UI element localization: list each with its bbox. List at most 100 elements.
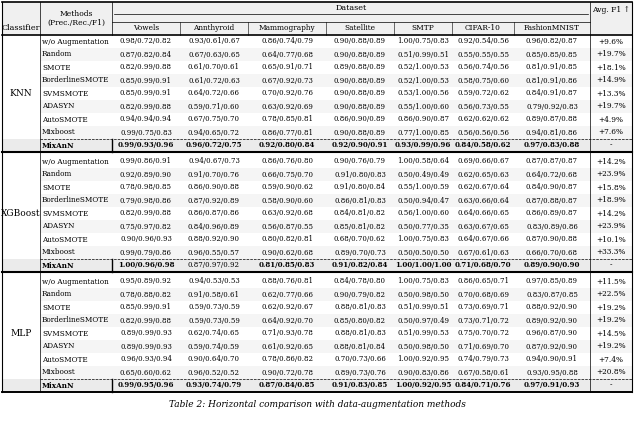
Text: 0.67/0.58/0.61: 0.67/0.58/0.61 xyxy=(457,368,509,377)
Text: 0.90/0.88/0.89: 0.90/0.88/0.89 xyxy=(334,128,386,137)
Text: CIFAR-10: CIFAR-10 xyxy=(465,24,501,33)
Bar xyxy=(40,246,632,259)
Text: 0.53/1.00/0.56: 0.53/1.00/0.56 xyxy=(397,89,449,98)
Text: 0.86/0.90/0.87: 0.86/0.90/0.87 xyxy=(397,115,449,124)
Text: Annthyroid: Annthyroid xyxy=(193,24,235,33)
Text: -: - xyxy=(610,262,612,270)
Text: 0.86/0.76/0.80: 0.86/0.76/0.80 xyxy=(261,158,313,165)
Text: 0.85/0.81/0.82: 0.85/0.81/0.82 xyxy=(334,223,386,230)
Text: 0.86/0.90/0.88: 0.86/0.90/0.88 xyxy=(188,184,240,191)
Bar xyxy=(2,259,632,272)
Text: 0.99/0.86/0.91: 0.99/0.86/0.91 xyxy=(120,158,172,165)
Text: SVMSMOTE: SVMSMOTE xyxy=(42,329,88,338)
Bar xyxy=(2,379,632,392)
Text: 0.78/0.86/0.82: 0.78/0.86/0.82 xyxy=(261,355,313,364)
Text: 0.69/0.66/0.67: 0.69/0.66/0.67 xyxy=(457,158,509,165)
Text: 0.90/0.64/0.70: 0.90/0.64/0.70 xyxy=(188,355,240,364)
Text: 0.91/0.82/0.84: 0.91/0.82/0.84 xyxy=(332,262,388,270)
Text: +18.1%: +18.1% xyxy=(596,63,626,72)
Text: 0.86/0.81/0.83: 0.86/0.81/0.83 xyxy=(334,197,386,204)
Text: 0.52/1.00/0.53: 0.52/1.00/0.53 xyxy=(397,63,449,72)
Text: 0.67/0.92/0.73: 0.67/0.92/0.73 xyxy=(261,76,313,85)
Text: MixAnN: MixAnN xyxy=(42,262,75,270)
Text: 0.87/0.97/0.92: 0.87/0.97/0.92 xyxy=(188,262,240,270)
Text: 0.90/0.79/0.82: 0.90/0.79/0.82 xyxy=(334,290,386,299)
Text: 0.88/0.92/0.90: 0.88/0.92/0.90 xyxy=(188,236,240,243)
Text: 0.94/0.65/0.72: 0.94/0.65/0.72 xyxy=(188,128,240,137)
Text: Mammography: Mammography xyxy=(259,24,316,33)
Text: 0.88/0.81/0.83: 0.88/0.81/0.83 xyxy=(334,303,386,312)
Bar xyxy=(2,2,632,392)
Text: 0.61/0.92/0.65: 0.61/0.92/0.65 xyxy=(261,342,313,351)
Text: +23.9%: +23.9% xyxy=(596,171,626,178)
Text: 0.90/0.96/0.93: 0.90/0.96/0.93 xyxy=(120,236,172,243)
Text: 0.80/0.82/0.81: 0.80/0.82/0.81 xyxy=(261,236,313,243)
Text: 0.81/0.91/0.86: 0.81/0.91/0.86 xyxy=(526,76,578,85)
Text: 0.71/0.93/0.78: 0.71/0.93/0.78 xyxy=(261,329,313,338)
Text: 0.62/0.67/0.64: 0.62/0.67/0.64 xyxy=(457,184,509,191)
Text: 0.50/0.50/0.50: 0.50/0.50/0.50 xyxy=(397,249,449,256)
Text: 0.70/0.68/0.69: 0.70/0.68/0.69 xyxy=(457,290,509,299)
Text: 0.73/0.71/0.72: 0.73/0.71/0.72 xyxy=(457,316,509,325)
Text: +9.6%: +9.6% xyxy=(598,37,623,46)
Text: 0.93/0.61/0.67: 0.93/0.61/0.67 xyxy=(188,37,240,46)
Text: 0.93/0.74/0.79: 0.93/0.74/0.79 xyxy=(186,381,242,389)
Text: 0.55/0.55/0.55: 0.55/0.55/0.55 xyxy=(457,50,509,59)
Text: 0.50/0.77/0.35: 0.50/0.77/0.35 xyxy=(397,223,449,230)
Text: 0.85/0.99/0.91: 0.85/0.99/0.91 xyxy=(120,303,172,312)
Text: 1.00/0.92/0.95: 1.00/0.92/0.95 xyxy=(395,381,451,389)
Bar xyxy=(40,327,632,340)
Text: 0.51/0.99/0.51: 0.51/0.99/0.51 xyxy=(397,50,449,59)
Text: 0.90/0.76/0.79: 0.90/0.76/0.79 xyxy=(334,158,386,165)
Text: 0.90/0.88/0.89: 0.90/0.88/0.89 xyxy=(334,102,386,111)
Text: Classifier: Classifier xyxy=(2,24,40,33)
Text: 0.87/0.92/0.90: 0.87/0.92/0.90 xyxy=(526,342,578,351)
Text: MLP: MLP xyxy=(10,329,32,338)
Text: 0.94/0.81/0.86: 0.94/0.81/0.86 xyxy=(526,128,578,137)
Text: 0.84/0.58/0.62: 0.84/0.58/0.62 xyxy=(455,141,511,149)
Text: 0.84/0.78/0.80: 0.84/0.78/0.80 xyxy=(334,277,386,286)
Text: 0.67/0.63/0.65: 0.67/0.63/0.65 xyxy=(188,50,240,59)
Text: 0.89/0.90/0.90: 0.89/0.90/0.90 xyxy=(524,262,580,270)
Text: 0.63/0.67/0.65: 0.63/0.67/0.65 xyxy=(457,223,509,230)
Bar xyxy=(40,207,632,220)
Bar xyxy=(40,181,632,194)
Text: +10.1%: +10.1% xyxy=(596,236,626,243)
Text: 1.00/1.00/1.00: 1.00/1.00/1.00 xyxy=(395,262,451,270)
Text: -: - xyxy=(610,381,612,389)
Text: Mixboost: Mixboost xyxy=(42,128,76,137)
Text: 0.52/1.00/0.53: 0.52/1.00/0.53 xyxy=(397,76,449,85)
Bar xyxy=(2,2,632,22)
Text: 0.92/0.90/0.91: 0.92/0.90/0.91 xyxy=(332,141,388,149)
Text: 1.00/0.75/0.83: 1.00/0.75/0.83 xyxy=(397,37,449,46)
Text: 0.56/0.73/0.55: 0.56/0.73/0.55 xyxy=(457,102,509,111)
Text: 0.92/0.54/0.56: 0.92/0.54/0.56 xyxy=(457,37,509,46)
Text: 0.95/0.89/0.92: 0.95/0.89/0.92 xyxy=(120,277,172,286)
Text: 0.94/0.90/0.91: 0.94/0.90/0.91 xyxy=(526,355,578,364)
Text: 0.89/0.70/0.73: 0.89/0.70/0.73 xyxy=(334,249,386,256)
Text: ADASYN: ADASYN xyxy=(42,223,74,230)
Text: 0.89/0.99/0.93: 0.89/0.99/0.93 xyxy=(120,329,172,338)
Text: Mixboost: Mixboost xyxy=(42,368,76,377)
Text: w/o Augmentation: w/o Augmentation xyxy=(42,277,109,286)
Text: 0.90/0.72/0.78: 0.90/0.72/0.78 xyxy=(261,368,313,377)
Text: 0.61/0.70/0.61: 0.61/0.70/0.61 xyxy=(188,63,240,72)
Bar xyxy=(40,168,632,181)
Text: 0.70/0.92/0.76: 0.70/0.92/0.76 xyxy=(261,89,313,98)
Text: 0.91/0.80/0.83: 0.91/0.80/0.83 xyxy=(334,171,386,178)
Text: 0.78/0.98/0.85: 0.78/0.98/0.85 xyxy=(120,184,172,191)
Text: w/o Augmentation: w/o Augmentation xyxy=(42,158,109,165)
Text: 0.85/0.85/0.85: 0.85/0.85/0.85 xyxy=(526,50,578,59)
Bar xyxy=(40,100,632,113)
Text: 0.81/0.85/0.83: 0.81/0.85/0.83 xyxy=(259,262,315,270)
Text: +7.6%: +7.6% xyxy=(598,128,623,137)
Text: 0.56/0.56/0.56: 0.56/0.56/0.56 xyxy=(457,128,509,137)
Text: 0.68/0.70/0.62: 0.68/0.70/0.62 xyxy=(334,236,386,243)
Text: 0.99/0.95/0.96: 0.99/0.95/0.96 xyxy=(118,381,174,389)
Text: +11.5%: +11.5% xyxy=(596,277,626,286)
Text: 0.59/0.72/0.62: 0.59/0.72/0.62 xyxy=(457,89,509,98)
Text: 0.51/0.99/0.51: 0.51/0.99/0.51 xyxy=(397,303,449,312)
Text: 0.55/1.00/0.60: 0.55/1.00/0.60 xyxy=(397,102,449,111)
Text: 0.50/0.97/0.49: 0.50/0.97/0.49 xyxy=(397,316,449,325)
Text: +7.4%: +7.4% xyxy=(598,355,623,364)
